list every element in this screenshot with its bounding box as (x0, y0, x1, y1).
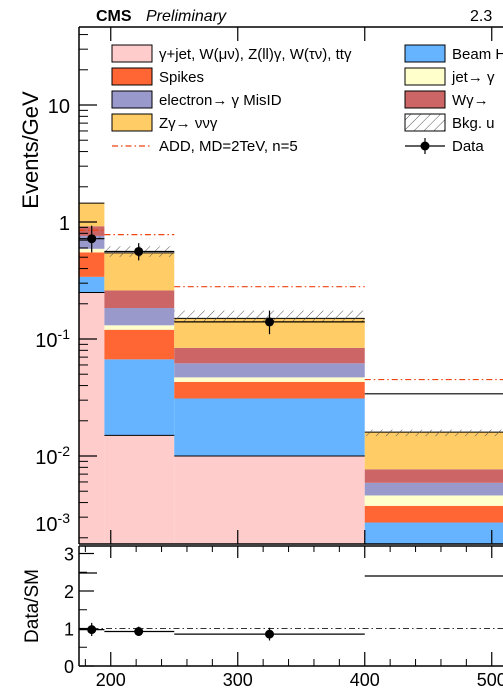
legend-swatch-left-3 (111, 113, 153, 132)
y-axis-title: Events/GeV (18, 91, 43, 209)
legend-swatch-right-2 (404, 90, 446, 109)
y-tick-label-4: 10-3 (35, 510, 70, 536)
stack-bar-1-1 (104, 359, 175, 436)
stack-bar-6-3 (364, 432, 503, 470)
stack-bar-0-2 (174, 456, 365, 544)
legend-swatch-hatch (404, 113, 446, 132)
stack-bar-0-1 (104, 435, 175, 544)
ratio-point-0 (87, 625, 97, 635)
legend-swatch-right-0 (404, 44, 446, 63)
stack-bar-3-2 (174, 377, 365, 382)
stack-bar-2-1 (104, 329, 175, 360)
data-point-1 (134, 246, 144, 256)
stack-bar-5-3 (364, 469, 503, 483)
ratio-y-tick-label-2: 2 (64, 582, 74, 602)
bkg-uncertainty-3 (364, 429, 503, 437)
stack-bar-3-1 (104, 325, 175, 330)
ratio-point-2 (265, 629, 274, 639)
stack-bar-5-1 (104, 290, 175, 309)
legend-swatch-left-2 (111, 90, 153, 109)
stack-bar-1-3 (364, 522, 503, 544)
x-tick-label-200: 200 (96, 670, 126, 690)
legend-swatch-left-1 (111, 67, 153, 86)
y-tick-label-2: 10-1 (35, 326, 70, 352)
legend-label-left-4: ADD, MD=2TeV, n=5 (159, 138, 298, 155)
stack-bar-2-3 (364, 505, 503, 523)
y-tick-label-0: 10 (48, 96, 70, 118)
cms-label: CMS (96, 8, 132, 25)
ratio-y-tick-label-3: 3 (64, 545, 74, 565)
stack-bar-3-3 (364, 495, 503, 506)
legend-label-right-2: Wγ→ (452, 92, 489, 109)
stack-bar-1-2 (174, 398, 365, 456)
stack-bar-6-1 (104, 252, 175, 291)
legend-swatch-left-0 (111, 44, 153, 63)
legend-label-right-3: Bkg. u (452, 115, 495, 132)
stack-bar-0-0 (79, 292, 105, 544)
legend-label-right-0: Beam Halo (452, 46, 503, 63)
data-point-0 (87, 234, 97, 244)
legend-label-left-0: γ+jet, W(μν), Z(ll)γ, W(τν), ttγ (159, 46, 352, 63)
stack-bar-5-2 (174, 347, 365, 364)
y-tick-label-3: 10-2 (35, 443, 70, 469)
legend-label-left-3: Zγ→ ννγ (159, 115, 218, 132)
x-tick-label-300: 300 (223, 670, 253, 690)
ratio-point-1 (134, 627, 144, 636)
y-tick-label-1: 1 (59, 213, 70, 235)
stack-bar-2-2 (174, 381, 365, 399)
main-plot (79, 202, 503, 544)
preliminary-label: Preliminary (146, 8, 227, 25)
ratio-y-tick-label-0: 0 (64, 657, 74, 677)
x-tick-label-500: 500 (477, 670, 503, 690)
legend-label-left-2: electron→ γ MisID (159, 92, 282, 109)
legend: γ+jet, W(μν), Z(ll)γ, W(τν), ttγ Spikes el… (111, 44, 503, 155)
ratio-y-tick-label-1: 1 (64, 620, 74, 640)
ratio-plot (79, 575, 503, 641)
lumi-label: 2.3 (470, 8, 492, 25)
legend-label-left-1: Spikes (159, 69, 204, 86)
stack-bar-4-3 (364, 482, 503, 496)
legend-label-right-4: Data (452, 138, 484, 155)
legend-label-right-1: jet→ γ (451, 69, 495, 86)
stack-bar-6-0 (79, 203, 105, 227)
x-tick-label-400: 400 (350, 670, 380, 690)
ratio-y-axis-title: Data/SM (22, 569, 43, 643)
stack-bar-1-0 (79, 276, 105, 293)
legend-swatch-right-1 (404, 67, 446, 86)
data-point-2 (265, 317, 274, 327)
stack-bar-4-2 (174, 363, 365, 378)
stack-bar-2-0 (79, 252, 105, 277)
stack-bar-4-1 (104, 308, 175, 326)
legend-swatch-data-marker (420, 141, 430, 151)
